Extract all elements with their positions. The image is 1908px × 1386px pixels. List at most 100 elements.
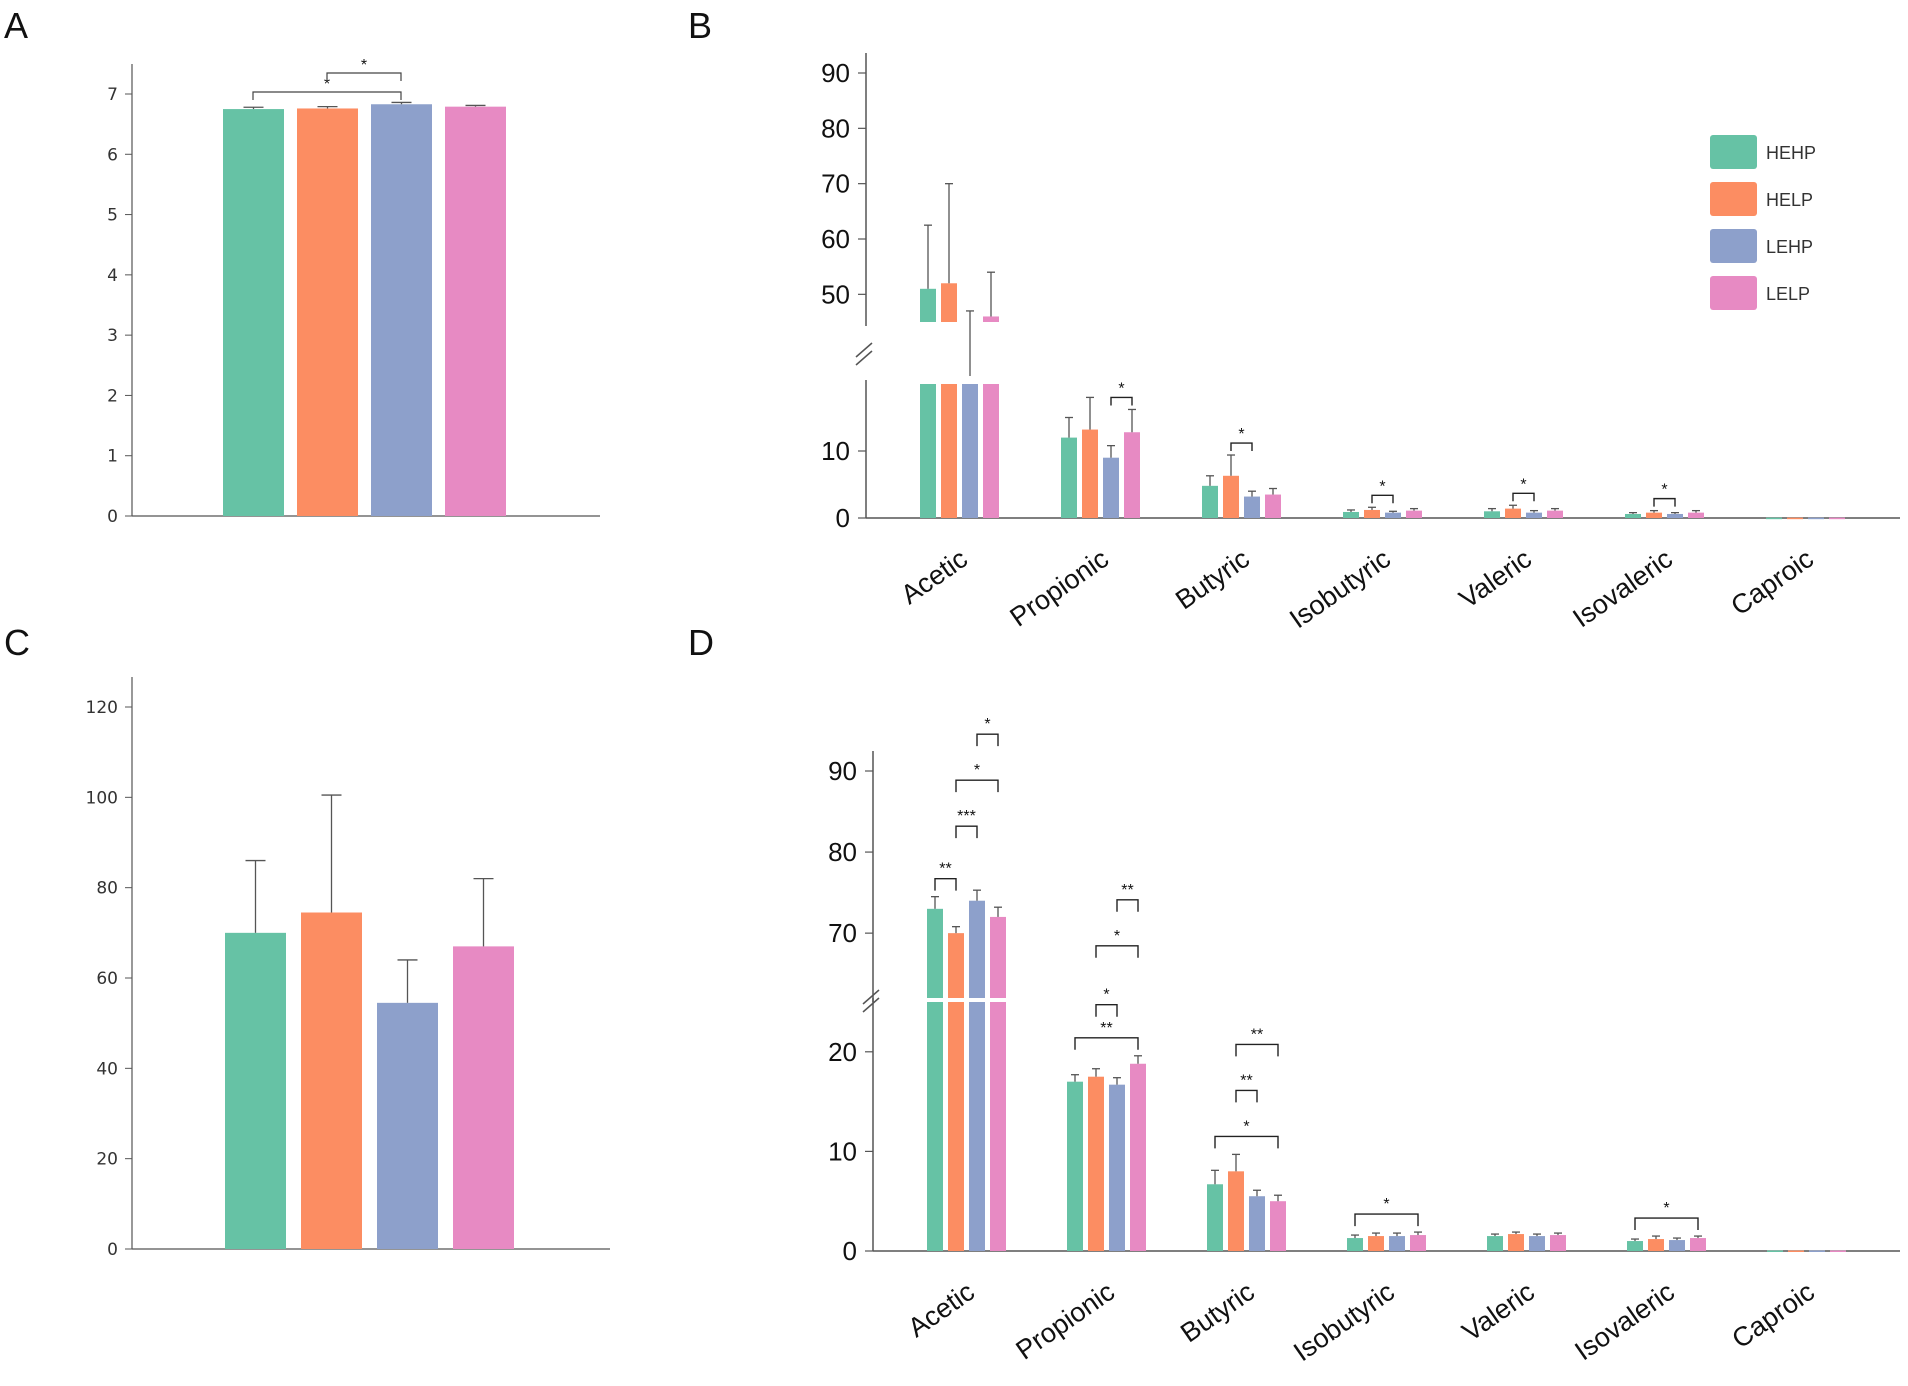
legend-swatch-lehp [1710, 229, 1757, 263]
y-tick-label: 20 [96, 1150, 118, 1170]
bar-help [1787, 517, 1803, 520]
bar-lehp [1669, 1240, 1685, 1251]
bar-hehp-upper [927, 908, 943, 998]
significance-bracket [1512, 492, 1535, 502]
significance-label: * [361, 57, 367, 74]
bar-lelp [1550, 1235, 1566, 1251]
y-tick-label: 120 [86, 698, 118, 718]
legend-swatch-hehp [1710, 135, 1757, 169]
y-tick-label: 6 [107, 145, 118, 165]
bar-lehp [1389, 1236, 1405, 1251]
bar-help-upper [941, 283, 957, 322]
y-tick-label: 5 [107, 206, 118, 226]
category-label-isovaleric: Isovaleric [1567, 543, 1678, 633]
bar-help-lower [948, 1002, 964, 1251]
axis-break-mark [862, 997, 880, 1013]
bar-lelp [1410, 1235, 1426, 1251]
y-tick-label: 3 [107, 326, 118, 346]
bar-help [1648, 1239, 1664, 1251]
y-tick-label: 20 [828, 1037, 857, 1067]
category-label-propionic: Propionic [1005, 543, 1114, 632]
legend-label-hehp: HEHP [1766, 143, 1816, 163]
bar-hehp [1766, 517, 1782, 520]
bar-lehp [1244, 496, 1260, 518]
bar-lelp [453, 946, 514, 1249]
legend-label-lelp: LELP [1766, 284, 1810, 304]
bar-hehp [1767, 1250, 1783, 1253]
significance-label: * [1118, 380, 1124, 397]
bar-lelp [1265, 494, 1281, 518]
category-label-valeric: Valeric [1457, 1276, 1540, 1347]
axis-break-mark [855, 350, 873, 366]
y-tick-label: 90 [828, 756, 857, 786]
significance-label: * [1238, 426, 1244, 443]
significance-label: * [974, 762, 980, 779]
category-label-acetic: Acetic [903, 1276, 980, 1343]
y-tick-label: 80 [828, 837, 857, 867]
significance-label: * [324, 76, 330, 93]
y-tick-label: 80 [96, 879, 118, 899]
category-label-butyric: Butyric [1175, 1276, 1260, 1348]
bar-lehp [1529, 1236, 1545, 1251]
bar-lehp [371, 104, 432, 517]
y-tick-label: 2 [107, 386, 118, 406]
y-tick-label: 4 [107, 266, 118, 286]
bar-help [1088, 1076, 1104, 1251]
significance-bracket [1653, 497, 1676, 507]
significance-bracket [1235, 1089, 1258, 1103]
bar-help [1505, 508, 1521, 518]
category-label-valeric: Valeric [1454, 543, 1537, 614]
legend: HEHP HELP LEHP LELP [1710, 135, 1816, 310]
axis-break-mark [855, 342, 873, 358]
bar-lelp-lower [983, 384, 999, 518]
bar-hehp-lower [920, 384, 936, 518]
panel-c-letter: C [4, 622, 30, 663]
significance-bracket [1354, 1213, 1419, 1227]
significance-bracket [1230, 442, 1253, 452]
significance-label: * [1243, 1118, 1249, 1135]
axis-break-mark [862, 989, 880, 1005]
bar-lelp [1688, 512, 1704, 518]
panel-d-letter: D [688, 622, 714, 663]
bar-hehp-upper [920, 288, 936, 322]
legend-label-help: HELP [1766, 190, 1813, 210]
bar-lehp [1103, 457, 1119, 518]
panel-b-letter: B [688, 5, 712, 46]
bar-lelp [445, 106, 506, 516]
bar-hehp [1202, 485, 1218, 518]
y-tick-label: 60 [96, 969, 118, 989]
bar-help [1223, 475, 1239, 518]
y-tick-label: 0 [836, 503, 850, 533]
y-tick-label: 10 [828, 1136, 857, 1166]
significance-label: * [1103, 987, 1109, 1004]
significance-label: * [1663, 1200, 1669, 1217]
bar-lelp-upper [983, 316, 999, 322]
bar-lehp [377, 1002, 438, 1249]
category-label-caproic: Caproic [1726, 543, 1819, 621]
y-tick-label: 90 [821, 58, 850, 88]
significance-label: * [1383, 1196, 1389, 1213]
bar-help-lower [941, 384, 957, 518]
significance-label: ** [1240, 1072, 1252, 1089]
y-tick-label: 100 [86, 788, 118, 808]
significance-bracket [1074, 1037, 1139, 1050]
chart-a: 0 1 2 3 4 5 6 7 * * [107, 57, 600, 527]
y-tick-label: 0 [843, 1236, 857, 1266]
legend-swatch-lelp [1710, 276, 1757, 310]
bar-help [1646, 512, 1662, 518]
bar-lelp [1124, 432, 1140, 518]
chart-c: 0 20 40 60 80 100 120 [86, 677, 610, 1260]
bar-hehp [1343, 511, 1359, 518]
bar-lelp [1829, 517, 1845, 520]
panel-a-letter: A [4, 5, 28, 46]
bar-help [1788, 1250, 1804, 1253]
bar-help [297, 108, 358, 517]
y-tick-label: 50 [821, 279, 850, 309]
significance-bracket [1214, 1135, 1279, 1149]
significance-label: * [1661, 482, 1667, 499]
significance-bracket [1095, 1004, 1118, 1017]
bar-lelp [1270, 1201, 1286, 1251]
category-label-caproic: Caproic [1727, 1276, 1820, 1354]
bar-lehp [1667, 513, 1683, 518]
bar-lehp-lower [962, 384, 978, 518]
